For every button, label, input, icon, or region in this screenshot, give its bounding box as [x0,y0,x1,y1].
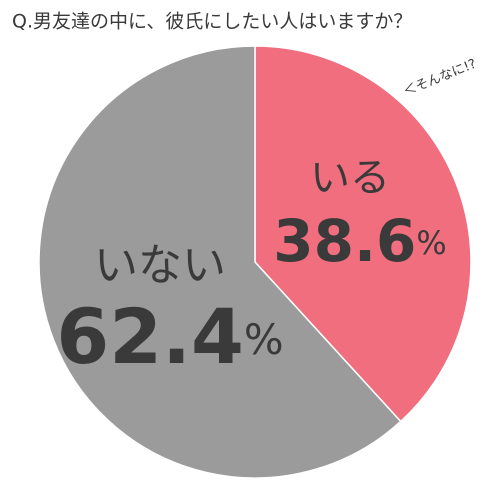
annotation: ＜そんなに!? [401,57,478,100]
pie-slice [38,45,402,479]
pie-slice [254,45,472,423]
category-label: いる [310,155,390,201]
category-label: いない [94,240,226,291]
value-label: 62.4% [56,292,283,381]
chart-title: Q.男友達の中に、彼氏にしたい人はいますか？ [12,11,412,33]
value-label: 38.6% [273,207,446,275]
